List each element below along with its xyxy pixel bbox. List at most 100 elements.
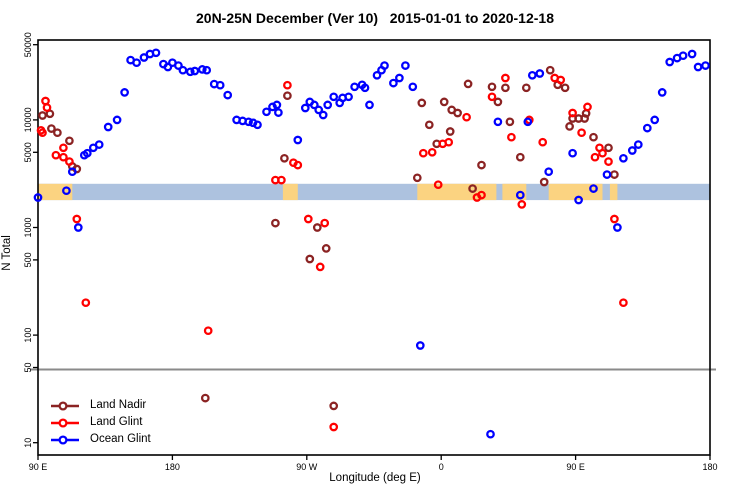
data-point <box>38 111 47 120</box>
data-point <box>527 70 537 80</box>
data-point <box>574 195 583 205</box>
data-point <box>223 90 233 100</box>
data-point <box>132 58 141 68</box>
data-point <box>487 92 497 102</box>
y-tick-label: 50000 <box>23 32 33 57</box>
data-point <box>293 135 303 145</box>
data-point <box>190 66 200 76</box>
y-tick-label: 10000 <box>23 107 33 132</box>
map-strip-land <box>282 183 298 201</box>
data-point <box>424 120 434 130</box>
y-axis: 10 50 100 500 1000 5000 10000 50000 <box>23 32 38 448</box>
data-point <box>174 61 183 70</box>
plot-border <box>37 39 711 456</box>
series-land-glint <box>36 73 628 432</box>
data-point <box>515 152 525 162</box>
data-point <box>360 83 370 93</box>
data-point <box>613 223 622 232</box>
data-point <box>253 120 262 130</box>
data-point <box>303 214 313 224</box>
data-point <box>200 393 210 403</box>
data-point <box>556 75 566 85</box>
map-strip-land <box>502 183 527 201</box>
data-point <box>185 67 195 77</box>
x-tick-label: 180 <box>702 462 717 472</box>
data-point <box>477 160 486 170</box>
data-point <box>501 73 510 83</box>
data-point <box>59 143 68 153</box>
data-point <box>415 341 425 350</box>
data-point <box>701 61 710 70</box>
data-point <box>610 170 619 179</box>
data-point <box>462 112 471 122</box>
map-strip-land <box>609 183 618 201</box>
land-glint-marker-icon <box>51 417 79 428</box>
data-point <box>565 122 574 131</box>
data-point <box>445 127 455 136</box>
data-point <box>312 223 322 232</box>
data-point <box>619 153 628 163</box>
data-point <box>568 108 577 118</box>
data-point <box>65 157 74 166</box>
legend-item-ocean-glint: Ocean Glint <box>50 432 151 447</box>
data-point <box>568 148 577 158</box>
land-nadir-marker-icon <box>51 400 79 411</box>
data-point <box>350 82 359 92</box>
legend-label: Land Nadir <box>90 399 147 411</box>
data-point <box>517 200 527 209</box>
data-point <box>309 100 319 110</box>
data-point <box>344 92 353 102</box>
data-point <box>300 103 310 113</box>
data-point <box>42 103 52 112</box>
legend-label: Land Glint <box>90 416 143 428</box>
data-point <box>203 326 213 336</box>
legend-item-land-nadir: Land Nadir <box>50 398 151 413</box>
data-point <box>486 429 495 439</box>
data-point <box>642 123 652 133</box>
map-strip <box>38 183 710 201</box>
data-point <box>678 51 688 61</box>
x-axis-title: Longitude (deg E) <box>329 472 421 484</box>
legend: Land Nadir Land Glint Ocean Glint <box>50 398 151 447</box>
data-point <box>103 122 113 132</box>
data-point <box>47 124 56 133</box>
data-point <box>477 190 486 200</box>
data-point <box>120 88 129 97</box>
data-point <box>515 190 525 200</box>
data-point <box>272 100 282 110</box>
data-point <box>453 108 462 118</box>
data-point <box>329 92 339 102</box>
y-tick-label: 5000 <box>23 142 33 162</box>
data-point <box>487 82 497 92</box>
data-point <box>315 262 325 272</box>
data-point <box>493 117 503 127</box>
legend-label: Ocean Glint <box>90 433 151 445</box>
data-point <box>59 152 68 162</box>
data-point <box>544 167 554 177</box>
data-point <box>650 115 660 125</box>
data-point <box>329 422 339 432</box>
data-point <box>380 61 389 70</box>
data-point <box>277 175 286 185</box>
data-point <box>627 146 637 155</box>
data-point <box>468 184 477 193</box>
data-point <box>67 167 77 177</box>
data-point <box>197 65 207 74</box>
x-axis: 90 E 180 90 W 0 90 E 180 <box>29 455 718 472</box>
data-point <box>610 214 619 224</box>
data-point <box>619 298 628 308</box>
data-point <box>94 140 104 149</box>
data-point <box>280 153 289 163</box>
data-point <box>51 150 61 160</box>
data-point <box>163 62 173 72</box>
data-point <box>433 180 443 190</box>
data-point <box>178 65 188 75</box>
data-point <box>665 57 675 67</box>
x-tick-label: 90 W <box>296 462 318 472</box>
data-point <box>65 136 74 146</box>
data-point <box>33 193 43 202</box>
y-tick-label: 500 <box>23 252 33 267</box>
data-point <box>323 100 333 110</box>
